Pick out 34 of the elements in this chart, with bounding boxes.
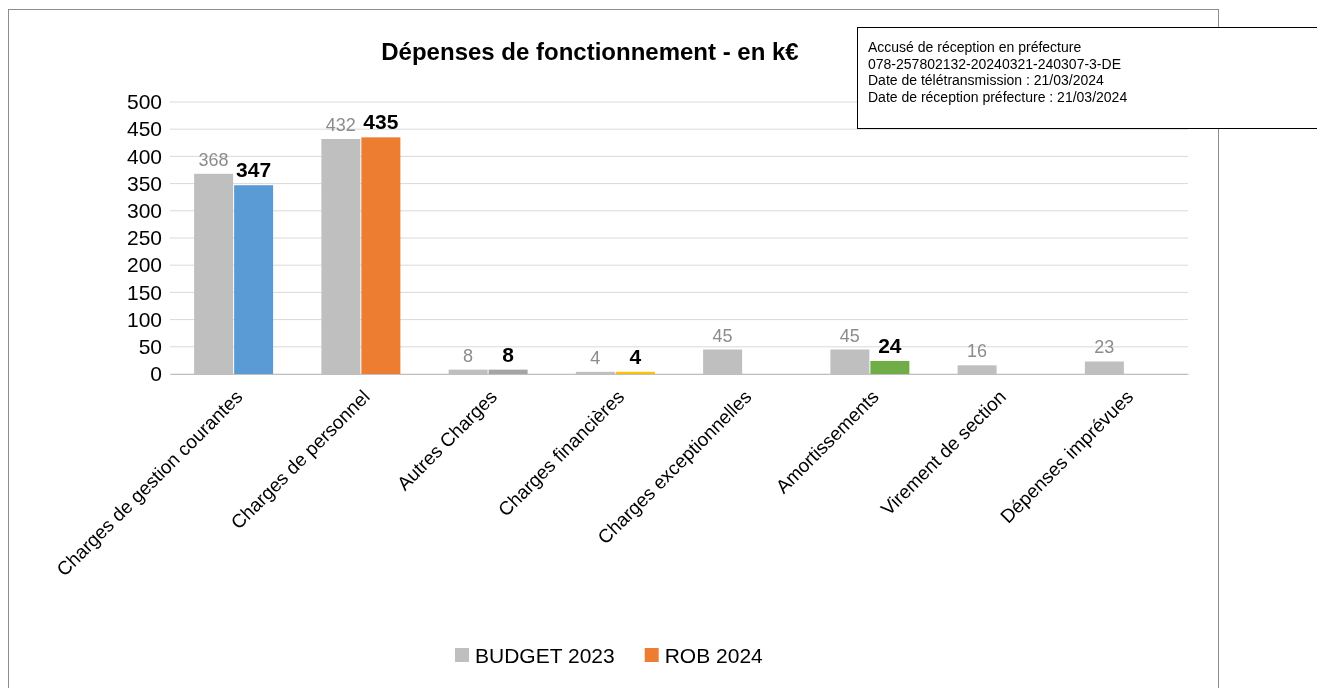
y-tick-label: 500 xyxy=(126,90,162,114)
y-tick-label: 200 xyxy=(126,253,162,277)
data-label: 4 xyxy=(590,347,601,368)
annotation: Date de réception préfecture : 21/03/2024 xyxy=(868,88,1128,105)
legend-label: ROB 2024 xyxy=(664,644,764,667)
bar xyxy=(870,360,910,374)
y-tick-label: 450 xyxy=(126,117,162,141)
data-label: 8 xyxy=(502,342,515,366)
chart-title: Dépenses de fonctionnement - en k€ xyxy=(381,38,799,65)
legend-label: BUDGET 2023 xyxy=(475,644,615,667)
data-label: 45 xyxy=(712,325,733,346)
data-label: 24 xyxy=(878,333,902,357)
y-tick-label: 300 xyxy=(126,199,162,223)
y-tick-label: 400 xyxy=(126,144,162,168)
data-label: 347 xyxy=(236,158,272,182)
y-tick-label: 50 xyxy=(138,335,162,359)
y-tick-label: 250 xyxy=(126,226,162,250)
bar xyxy=(361,137,401,374)
data-label: 8 xyxy=(463,345,474,366)
data-label: 23 xyxy=(1094,337,1115,358)
y-tick-label: 350 xyxy=(126,171,162,195)
bar xyxy=(615,371,655,374)
data-label: 432 xyxy=(325,114,356,135)
data-label: 4 xyxy=(629,344,642,368)
bar xyxy=(488,369,528,374)
bar xyxy=(234,185,274,374)
y-tick-label: 0 xyxy=(150,362,162,386)
stamp-box: Accusé de réception en préfecture 078-257802132-20240321-240307-3-DE Date de télétransmission : 21/03/2024 Date de réception préfecture : 21/03/2024 xyxy=(857,27,1317,129)
data-label: 45 xyxy=(839,325,860,346)
data-label: 368 xyxy=(198,149,229,170)
data-label: 16 xyxy=(967,341,988,362)
y-tick-label: 150 xyxy=(126,280,162,304)
data-label: 435 xyxy=(363,110,399,134)
y-tick-label: 100 xyxy=(126,307,162,331)
